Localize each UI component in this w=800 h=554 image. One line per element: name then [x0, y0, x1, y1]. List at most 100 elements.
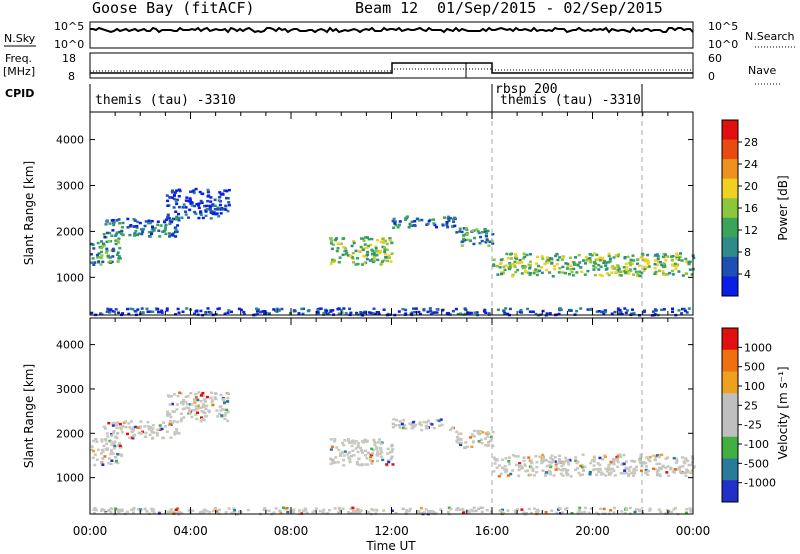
echo-cell [330, 445, 334, 449]
echo-cell [575, 271, 579, 274]
echo-cell [643, 258, 647, 261]
echo-cell [126, 307, 130, 311]
echo-cell [624, 466, 628, 469]
echo-cell [447, 219, 451, 222]
echo-cell [670, 259, 674, 262]
echo-cell [342, 454, 346, 457]
echo-cell [479, 438, 483, 441]
echo-cell [449, 507, 453, 511]
echo-cell [423, 511, 426, 514]
echo-cell [685, 508, 689, 511]
echo-cell [577, 471, 581, 475]
echo-cell [528, 260, 532, 263]
echo-cell [681, 465, 685, 468]
echo-cell [360, 263, 364, 266]
echo-cell [531, 469, 535, 472]
echo-cell [638, 274, 642, 278]
echo-cell [407, 226, 411, 229]
echo-cell [435, 308, 439, 311]
echo-cell [568, 273, 571, 276]
echo-cell [133, 219, 137, 222]
echo-cell [184, 199, 188, 202]
echo-cell [171, 421, 175, 425]
freq-tick-top: 18 [62, 52, 76, 65]
echo-cell [194, 413, 198, 416]
echo-cell [448, 428, 452, 432]
echo-cell [611, 457, 615, 461]
echo-cell [603, 309, 607, 312]
echo-cell [137, 431, 141, 434]
echo-cell [267, 312, 271, 315]
echo-cell [173, 433, 177, 436]
echo-cell [414, 423, 418, 427]
echo-cell [391, 422, 395, 426]
echo-cell [358, 463, 362, 467]
echo-cell [530, 466, 534, 469]
echo-cell [454, 307, 458, 311]
echo-cell [159, 224, 163, 227]
colorbar-tick-label: -25 [744, 419, 762, 432]
echo-cell [440, 423, 444, 427]
echo-cell [670, 269, 674, 273]
echo-cell [511, 469, 515, 472]
echo-cell [100, 254, 104, 257]
echo-cell [632, 469, 636, 473]
echo-cell [188, 197, 192, 200]
echo-cell [520, 272, 524, 275]
echo-cell [111, 255, 115, 258]
echo-cell [612, 460, 616, 463]
echo-cell [102, 244, 106, 247]
echo-cell [292, 510, 296, 514]
echo-cell [535, 465, 539, 469]
echo-cell [466, 509, 470, 512]
echo-cell [664, 457, 668, 460]
echo-cell [595, 511, 599, 515]
echo-cell [470, 445, 474, 448]
echo-cell [363, 243, 367, 246]
echo-cell [382, 259, 386, 262]
echo-cell [219, 405, 223, 408]
echo-cell [92, 439, 95, 443]
echo-cell [120, 229, 124, 233]
echo-cell [629, 258, 633, 262]
echo-cell [653, 308, 657, 311]
echo-cell [569, 309, 573, 312]
echo-cell [655, 471, 659, 475]
echo-cell [148, 221, 152, 225]
echo-cell [209, 311, 213, 314]
echo-cell [115, 426, 119, 429]
echo-cell [188, 408, 192, 412]
echo-cell [402, 418, 406, 422]
echo-cell [170, 196, 174, 199]
echo-cell [93, 506, 97, 510]
echo-cell [615, 270, 618, 274]
echo-cell [560, 464, 564, 468]
echo-cell [177, 510, 181, 514]
echo-cell [216, 206, 220, 209]
echo-cell [193, 204, 197, 208]
echo-cell [586, 308, 590, 311]
echo-cell [318, 509, 322, 513]
echo-cell [100, 246, 103, 250]
echo-cell [216, 208, 220, 211]
echo-cell [282, 506, 286, 509]
echo-cell [509, 253, 513, 256]
colorbar-tick-label: 8 [744, 246, 751, 259]
echo-cell [548, 463, 552, 467]
echo-cell [403, 424, 407, 427]
echo-cell [568, 458, 572, 462]
echo-cell [217, 215, 221, 218]
echo-cell [143, 507, 147, 511]
echo-cell [581, 259, 585, 262]
echo-cell [378, 446, 382, 450]
echo-cell [109, 260, 113, 263]
echo-cell [350, 440, 354, 443]
echo-cell [394, 223, 398, 227]
echo-cell [541, 309, 545, 313]
echo-cell [612, 469, 616, 472]
echo-cell [636, 274, 639, 278]
echo-cell [570, 512, 574, 515]
echo-cell [689, 508, 693, 512]
echo-cell [640, 271, 644, 275]
echo-cell [506, 266, 510, 269]
